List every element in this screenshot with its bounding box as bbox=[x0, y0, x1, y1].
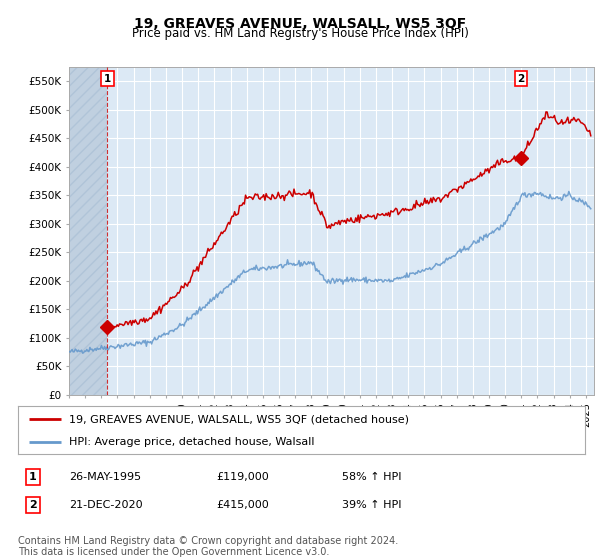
Text: 39% ↑ HPI: 39% ↑ HPI bbox=[342, 500, 401, 510]
Text: £415,000: £415,000 bbox=[216, 500, 269, 510]
Bar bbox=[69, 67, 107, 395]
Text: £119,000: £119,000 bbox=[216, 472, 269, 482]
Text: 21-DEC-2020: 21-DEC-2020 bbox=[69, 500, 143, 510]
Text: 1: 1 bbox=[104, 74, 111, 83]
Text: 58% ↑ HPI: 58% ↑ HPI bbox=[342, 472, 401, 482]
Text: 19, GREAVES AVENUE, WALSALL, WS5 3QF: 19, GREAVES AVENUE, WALSALL, WS5 3QF bbox=[134, 17, 466, 31]
Text: Contains HM Land Registry data © Crown copyright and database right 2024.
This d: Contains HM Land Registry data © Crown c… bbox=[18, 535, 398, 557]
Text: HPI: Average price, detached house, Walsall: HPI: Average price, detached house, Wals… bbox=[69, 437, 314, 447]
Text: 26-MAY-1995: 26-MAY-1995 bbox=[69, 472, 141, 482]
Text: 1: 1 bbox=[29, 472, 37, 482]
Text: 2: 2 bbox=[29, 500, 37, 510]
Text: 2: 2 bbox=[517, 74, 524, 83]
Text: Price paid vs. HM Land Registry's House Price Index (HPI): Price paid vs. HM Land Registry's House … bbox=[131, 27, 469, 40]
Text: 19, GREAVES AVENUE, WALSALL, WS5 3QF (detached house): 19, GREAVES AVENUE, WALSALL, WS5 3QF (de… bbox=[69, 414, 409, 424]
